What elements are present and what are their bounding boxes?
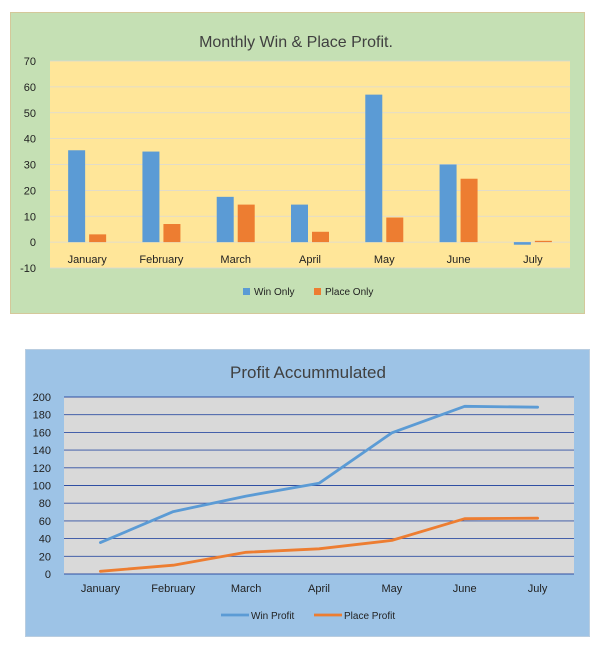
bar-place-only (163, 224, 181, 243)
x-tick-label: April (299, 254, 321, 266)
x-tick-label: January (81, 583, 121, 595)
x-tick-label: January (68, 254, 108, 266)
x-tick-label: March (231, 583, 262, 595)
y-tick-label: 120 (33, 463, 51, 475)
y-tick-label: 140 (33, 445, 51, 457)
y-tick-label: 20 (39, 551, 51, 563)
y-tick-label: 60 (39, 516, 51, 528)
legend-label: Win Only (254, 287, 295, 298)
y-tick-label: 30 (24, 160, 36, 172)
legend-swatch (243, 288, 250, 295)
y-tick-label: 80 (39, 498, 51, 510)
x-tick-label: February (139, 254, 184, 266)
chart-title: Profit Accummulated (230, 363, 386, 382)
monthly-profit-chart-svg: Monthly Win & Place Profit. -10 0 10 20 30 40 5… (20, 34, 570, 298)
y-tick-label: 10 (24, 211, 36, 223)
bar-win-only (365, 94, 383, 243)
bar-place-only (312, 231, 329, 243)
profit-accumulated-chart-svg: Profit Accummulated 0 20 40 60 80 100 120 140 160… (33, 363, 574, 622)
bar-place-only (237, 204, 255, 243)
y-tick-label: 60 (24, 82, 36, 94)
y-tick-label: 20 (24, 185, 36, 197)
x-tick-label: March (220, 254, 251, 266)
y-tick-label: 50 (24, 108, 36, 120)
bar-place-only (89, 234, 107, 243)
bar-win-only (513, 242, 531, 245)
bar-win-only (142, 151, 160, 243)
x-tick-label: May (374, 254, 395, 266)
legend-label: Place Profit (344, 611, 395, 622)
bar-win-only (291, 204, 308, 243)
bar-win-only (68, 150, 86, 243)
y-tick-label: -10 (20, 263, 36, 275)
y-tick-label: 40 (24, 134, 36, 146)
bar-place-only (534, 240, 552, 243)
monthly-profit-chart: Monthly Win & Place Profit. -10 0 10 20 30 40 5… (10, 12, 585, 314)
x-tick-label: June (453, 583, 477, 595)
y-tick-label: 0 (30, 237, 36, 249)
bar-place-only (460, 178, 478, 243)
legend-label: Win Profit (251, 611, 295, 622)
bar-place-only (386, 217, 404, 243)
y-tick-label: 0 (45, 569, 51, 581)
x-tick-label: February (151, 583, 196, 595)
x-tick-label: July (523, 254, 543, 266)
y-tick-label: 70 (24, 56, 36, 68)
series-line-win-profit (99, 404, 540, 545)
bar-win-only (439, 164, 457, 243)
profit-accumulated-chart: Profit Accummulated 0 20 40 60 80 100 120 140 160… (25, 349, 590, 637)
y-tick-label: 40 (39, 534, 51, 546)
x-tick-label: April (308, 583, 330, 595)
legend-swatch (314, 288, 321, 295)
y-tick-label: 200 (33, 392, 51, 404)
y-tick-label: 100 (33, 481, 51, 493)
y-tick-label: 160 (33, 427, 51, 439)
bar-win-only (216, 196, 234, 243)
chart-title: Monthly Win & Place Profit. (199, 34, 393, 51)
x-tick-label: June (447, 254, 471, 266)
y-tick-label: 180 (33, 410, 51, 422)
x-tick-label: May (381, 583, 402, 595)
legend-label: Place Only (325, 287, 373, 298)
series-line-place-profit (99, 516, 540, 573)
x-tick-label: July (528, 583, 548, 595)
